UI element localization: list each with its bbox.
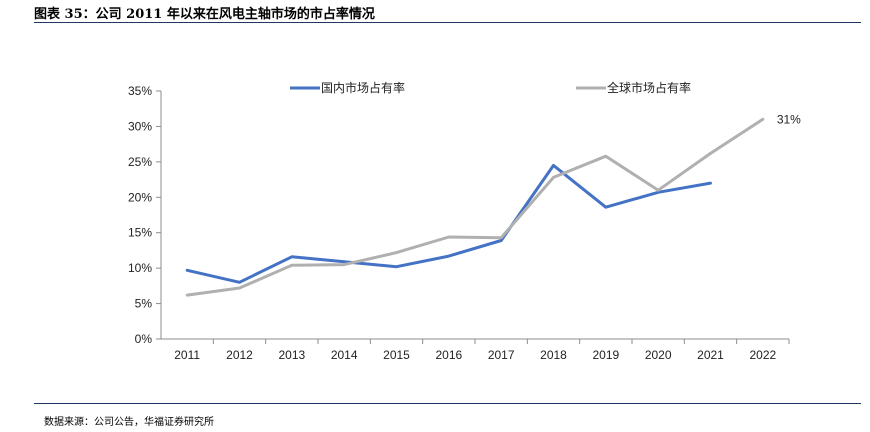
x-tick-label: 2022 (749, 348, 776, 362)
y-tick-label: 0% (135, 332, 153, 346)
y-tick-label: 25% (128, 155, 152, 169)
x-tick-label: 2017 (488, 348, 515, 362)
source-note: 数据来源：公司公告，华福证券研究所 (44, 417, 214, 428)
x-tick-label: 2015 (383, 348, 410, 362)
series-line-2 (185, 117, 765, 297)
legend-label-2: 全球市场占有率 (607, 80, 691, 95)
x-tick-label: 2013 (278, 348, 305, 362)
chart-tick-labels: 0% 5% 10% 15% 20% 25% 30% 35% 2011 2012 2013 2014 20… (128, 84, 777, 362)
chart-series-lines (185, 117, 765, 297)
y-tick-label: 5% (135, 297, 153, 311)
legend-label-1: 国内市场占有率 (321, 80, 405, 95)
chart-axes (156, 90, 790, 344)
x-tick-label: 2016 (435, 348, 462, 362)
x-tick-label: 2011 (174, 348, 200, 362)
y-tick-label: 20% (128, 190, 152, 204)
title-divider (34, 22, 861, 23)
figure-title: 图表 35：公司 2011 年以来在风电主轴市场的市占率情况 (34, 7, 375, 22)
chart-annotations: 31% (777, 112, 801, 126)
x-tick-label: 2014 (331, 348, 358, 362)
x-tick-label: 2018 (540, 348, 567, 362)
y-tick-label: 10% (128, 261, 152, 275)
x-tick-label: 2020 (645, 348, 672, 362)
x-tick-label: 2019 (592, 348, 619, 362)
y-tick-label: 15% (128, 226, 152, 240)
x-tick-label: 2012 (226, 348, 253, 362)
y-tick-label: 30% (128, 119, 152, 133)
data-label: 31% (777, 112, 801, 126)
x-tick-label: 2021 (697, 348, 724, 362)
chart-legend: 国内市场占有率 全球市场占有率 (290, 80, 691, 95)
source-divider (34, 403, 861, 404)
y-tick-label: 35% (128, 84, 152, 98)
series-line-1 (185, 163, 712, 284)
